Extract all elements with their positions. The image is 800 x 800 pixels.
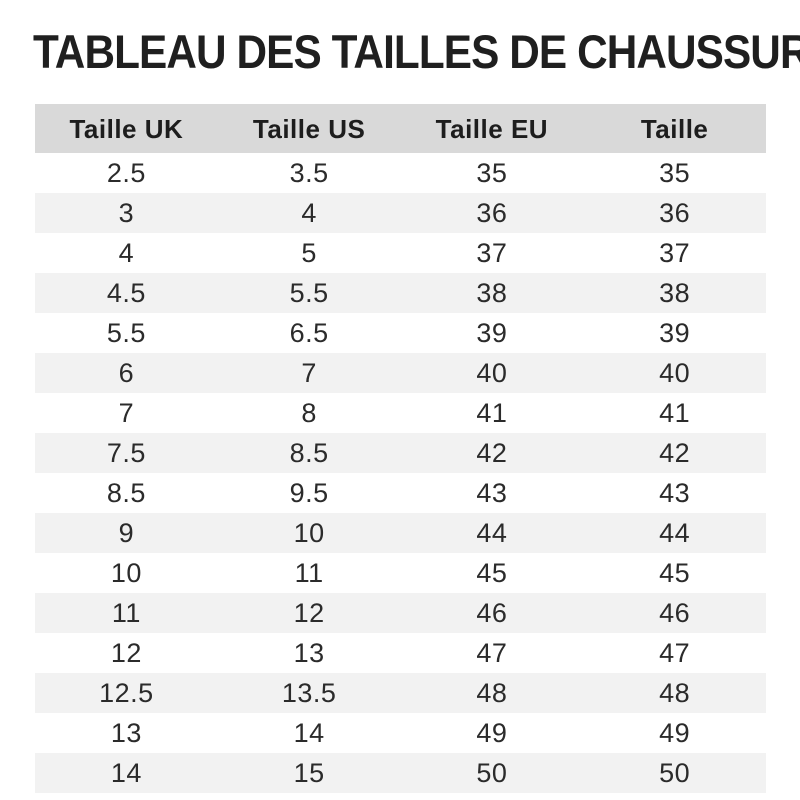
table-row: 7.5 8.5 42 42 [35, 433, 766, 473]
table-row: 3 4 36 36 [35, 193, 766, 233]
table-cell: 10 [293, 517, 325, 548]
table-cell: 10 [110, 557, 142, 588]
table-cell: 7 [118, 397, 135, 428]
table-cell: 11 [111, 597, 141, 628]
table-cell: 45 [476, 557, 508, 588]
table-cell: 5 [301, 237, 317, 268]
table-row: 11 12 46 46 [35, 593, 766, 633]
table-row: 7 8 41 41 [35, 393, 766, 433]
table-cell: 41 [659, 397, 691, 428]
table-cell: 47 [476, 637, 508, 668]
table-row: 12.5 13.5 48 48 [35, 673, 766, 713]
table-cell: 45 [659, 557, 691, 588]
table-cell: 4.5 [106, 277, 146, 308]
table-row: 14 15 50 50 [35, 753, 766, 793]
table-cell: 9 [118, 517, 135, 548]
table-cell: 42 [659, 437, 691, 468]
column-header-taille: Taille [640, 113, 709, 144]
table-cell: 8 [301, 397, 317, 428]
table-row: 8.5 9.5 43 43 [35, 473, 766, 513]
table-cell: 38 [659, 277, 691, 308]
table-cell: 37 [476, 237, 508, 268]
column-header-taille-us: Taille US [252, 113, 366, 144]
table-cell: 40 [659, 357, 691, 388]
table-cell: 47 [659, 637, 691, 668]
table-cell: 39 [476, 317, 508, 348]
table-row: 6 7 40 40 [35, 353, 766, 393]
column-header-taille-eu: Taille EU [435, 113, 549, 144]
table-cell: 12 [293, 597, 325, 628]
table-cell: 5.5 [106, 317, 146, 348]
table-header-row: Taille UK Taille US Taille EU Taille [35, 104, 766, 153]
table-row: 4 5 37 37 [35, 233, 766, 273]
table-cell: 11 [294, 557, 324, 588]
table-cell: 38 [476, 277, 508, 308]
table-cell: 40 [476, 357, 508, 388]
table-cell: 35 [476, 157, 508, 188]
table-cell: 2.5 [106, 157, 146, 188]
table-cell: 50 [476, 757, 508, 788]
table-cell: 8.5 [106, 477, 146, 508]
table-cell: 13 [293, 637, 325, 668]
size-conversion-table: Taille UK Taille US Taille EU Taille 2.5… [35, 104, 766, 793]
table-row: 13 14 49 49 [35, 713, 766, 753]
table-cell: 48 [659, 677, 691, 708]
table-cell: 39 [659, 317, 691, 348]
table-cell: 15 [293, 757, 325, 788]
table-cell: 35 [659, 157, 691, 188]
table-cell: 12 [110, 637, 142, 668]
table-cell: 12.5 [99, 677, 154, 708]
table-cell: 4 [301, 197, 317, 228]
table-cell: 44 [659, 517, 691, 548]
table-cell: 42 [476, 437, 508, 468]
table-cell: 3 [118, 197, 135, 228]
table-row: 4.5 5.5 38 38 [35, 273, 766, 313]
table-cell: 48 [476, 677, 508, 708]
table-cell: 13.5 [281, 677, 337, 708]
table-cell: 41 [476, 397, 508, 428]
table-cell: 50 [659, 757, 691, 788]
table-cell: 36 [476, 197, 508, 228]
table-cell: 8.5 [289, 437, 329, 468]
table-cell: 43 [476, 477, 508, 508]
table-cell: 14 [110, 757, 142, 788]
table-cell: 5.5 [289, 277, 329, 308]
table-cell: 49 [659, 717, 691, 748]
table-cell: 4 [118, 237, 135, 268]
table-cell: 46 [659, 597, 691, 628]
table-cell: 49 [476, 717, 508, 748]
table-cell: 36 [659, 197, 691, 228]
table-row: 2.5 3.5 35 35 [35, 153, 766, 193]
table-cell: 44 [476, 517, 508, 548]
table-cell: 37 [659, 237, 691, 268]
table-row: 9 10 44 44 [35, 513, 766, 553]
page-title: TABLEAU DES TAILLES DE CHAUSSURES [33, 25, 800, 78]
table-row: 5.5 6.5 39 39 [35, 313, 766, 353]
table-cell: 13 [110, 717, 142, 748]
table-cell: 9.5 [289, 477, 329, 508]
column-header-taille-uk: Taille UK [69, 113, 184, 144]
table-cell: 3.5 [289, 157, 329, 188]
table-cell: 46 [476, 597, 508, 628]
table-cell: 7 [301, 357, 317, 388]
table-row: 12 13 47 47 [35, 633, 766, 673]
table-body: 2.5 3.5 35 35 3 4 36 36 4 5 37 37 4.5 5.5 38 38 5.5 6.5 39… [35, 153, 766, 793]
table-cell: 14 [293, 717, 325, 748]
table-cell: 43 [659, 477, 691, 508]
table-row: 10 11 45 45 [35, 553, 766, 593]
table-cell: 6.5 [289, 317, 329, 348]
table-cell: 7.5 [106, 437, 146, 468]
table-cell: 6 [118, 357, 135, 388]
